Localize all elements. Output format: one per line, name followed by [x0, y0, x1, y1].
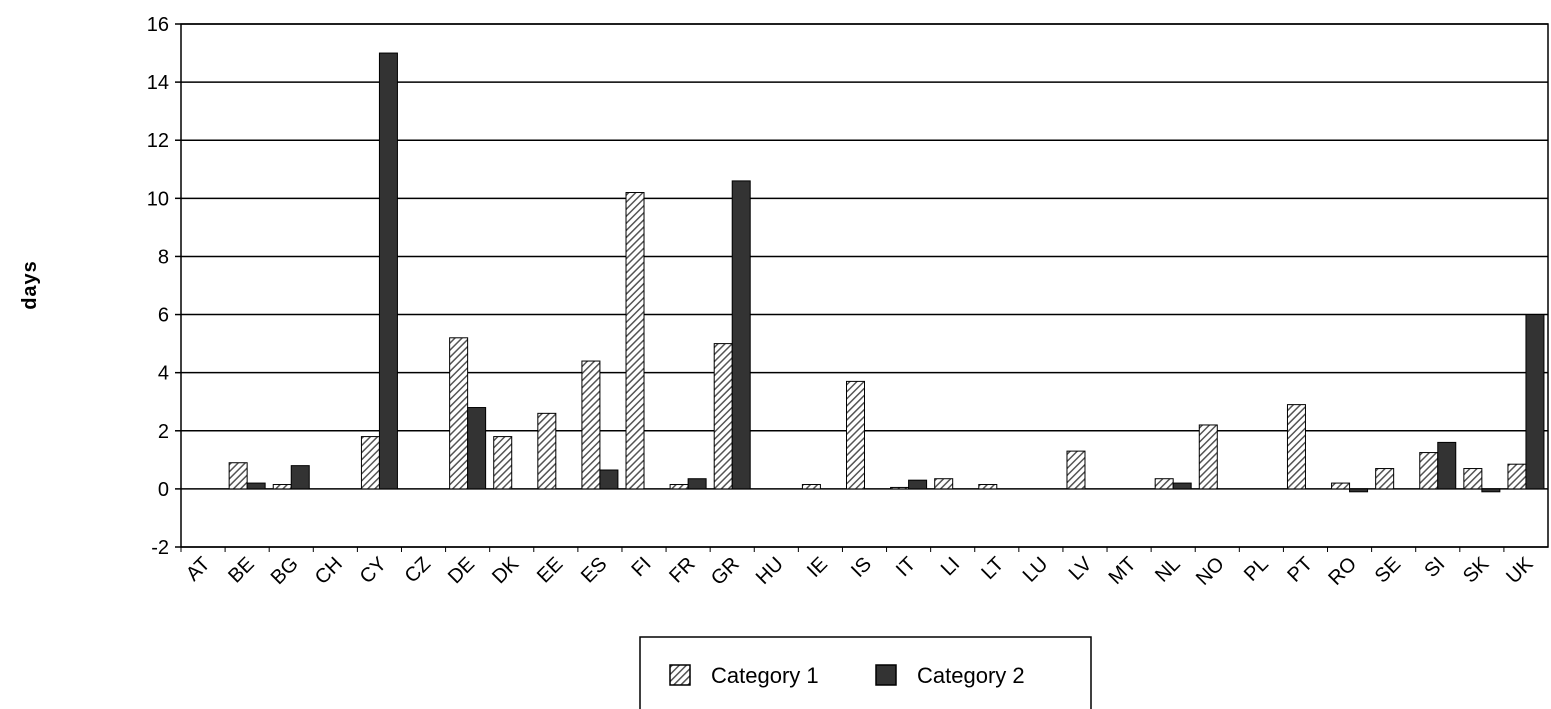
bar-sk-series-1 — [1463, 468, 1483, 490]
y-tick-label: -2 — [151, 537, 169, 559]
x-tick-label: LI — [937, 553, 964, 580]
bar-be-series-2 — [246, 482, 266, 490]
bar-ee-series-1 — [537, 412, 557, 490]
bar-cy-series-2 — [378, 52, 398, 490]
x-tick-label: CH — [311, 553, 347, 589]
x-tick-label: LU — [1019, 553, 1053, 587]
bar-lt-series-1 — [978, 484, 998, 490]
x-tick-label: RO — [1324, 553, 1361, 590]
x-tick-label: BE — [224, 553, 258, 587]
bar-fi-series-1 — [625, 192, 645, 490]
plot-area-border — [180, 23, 1549, 548]
x-tick-label: SK — [1459, 553, 1494, 588]
x-axis-ticks: AT BE BG CH CY CZ DE DK EE ES FI FR GR HU IE IS IT LI LT LU… — [180, 547, 1538, 590]
bar-be-series-1 — [228, 462, 248, 490]
x-tick-label: MT — [1105, 553, 1141, 589]
bar-bg-series-1 — [272, 484, 292, 490]
x-tick-label: NO — [1192, 553, 1229, 590]
y-tick-label: 2 — [158, 421, 169, 443]
y-tick-label: 8 — [158, 246, 169, 268]
bar-uk-series-2 — [1525, 314, 1545, 490]
x-tick-label: IE — [803, 553, 832, 582]
bar-se-series-1 — [1375, 468, 1395, 490]
bar-li-series-1 — [934, 478, 954, 490]
x-tick-label: DK — [488, 553, 524, 589]
y-tick-label: 6 — [158, 305, 169, 327]
legend-label-category-2: Category 2 — [917, 663, 1025, 688]
x-tick-label: NL — [1151, 553, 1185, 587]
legend-swatch-category-1 — [669, 664, 691, 686]
bar-de-series-1 — [449, 337, 469, 490]
bar-it-series-1 — [890, 486, 910, 490]
x-tick-label: DE — [444, 553, 479, 588]
x-tick-label: FR — [665, 553, 699, 587]
y-tick-label: 4 — [158, 363, 169, 385]
y-axis-label: days — [19, 260, 41, 310]
x-tick-label: PT — [1283, 553, 1317, 587]
x-tick-label: SE — [1371, 553, 1405, 587]
bar-gr-series-1 — [713, 343, 733, 490]
x-tick-label: FI — [627, 553, 655, 581]
bar-is-series-1 — [846, 380, 865, 490]
y-tick-label: 12 — [147, 130, 169, 152]
bars — [228, 52, 1545, 493]
bar-pt-series-1 — [1286, 404, 1306, 490]
bar-ie-series-1 — [801, 484, 821, 490]
bar-uk-series-1 — [1507, 463, 1527, 490]
x-tick-label: LV — [1065, 553, 1097, 585]
bar-no-series-1 — [1198, 424, 1218, 490]
x-tick-label: PL — [1240, 553, 1273, 586]
x-tick-label: ES — [577, 553, 611, 587]
bar-si-series-1 — [1419, 452, 1439, 490]
y-axis-ticks: -2 0 2 4 6 8 10 12 14 16 — [147, 14, 181, 559]
x-tick-label: UK — [1502, 553, 1538, 589]
y-tick-label: 14 — [147, 72, 169, 94]
legend-label-category-1: Category 1 — [711, 663, 819, 688]
bar-it-series-2 — [908, 479, 928, 490]
y-tick-label: 10 — [147, 188, 169, 210]
bar-ro-series-2 — [1349, 488, 1369, 493]
legend: Category 1 Category 2 — [639, 636, 1092, 709]
legend-swatch-category-2 — [875, 664, 897, 686]
x-tick-label: GR — [707, 553, 744, 590]
x-tick-label: CY — [356, 553, 391, 588]
bar-lv-series-1 — [1066, 450, 1086, 490]
legend-box — [639, 636, 1092, 709]
x-tick-label: EE — [533, 553, 567, 587]
bar-cy-series-1 — [360, 436, 380, 490]
bar-si-series-2 — [1437, 441, 1457, 490]
bar-es-series-1 — [581, 360, 601, 490]
x-tick-label: HU — [752, 553, 788, 589]
bar-nl-series-1 — [1154, 478, 1174, 490]
x-tick-label: BG — [267, 553, 303, 589]
bar-es-series-2 — [599, 469, 619, 490]
bar-gr-series-2 — [731, 180, 751, 490]
bar-fr-series-2 — [687, 478, 707, 490]
x-tick-label: LT — [977, 553, 1008, 584]
x-tick-label: CZ — [401, 553, 435, 587]
bar-nl-series-2 — [1172, 482, 1192, 490]
y-tick-label: 0 — [158, 479, 169, 501]
x-tick-label: IS — [847, 553, 876, 582]
x-tick-label: SI — [1420, 553, 1449, 582]
bar-ro-series-1 — [1331, 482, 1351, 490]
bar-bg-series-2 — [290, 465, 310, 490]
x-tick-label: IT — [892, 553, 920, 581]
bar-fr-series-1 — [669, 484, 689, 490]
bar-de-series-2 — [467, 407, 487, 490]
bar-sk-series-2 — [1481, 488, 1501, 493]
x-tick-label: AT — [182, 553, 215, 586]
y-tick-label: 16 — [147, 14, 169, 36]
bar-dk-series-1 — [493, 436, 513, 490]
